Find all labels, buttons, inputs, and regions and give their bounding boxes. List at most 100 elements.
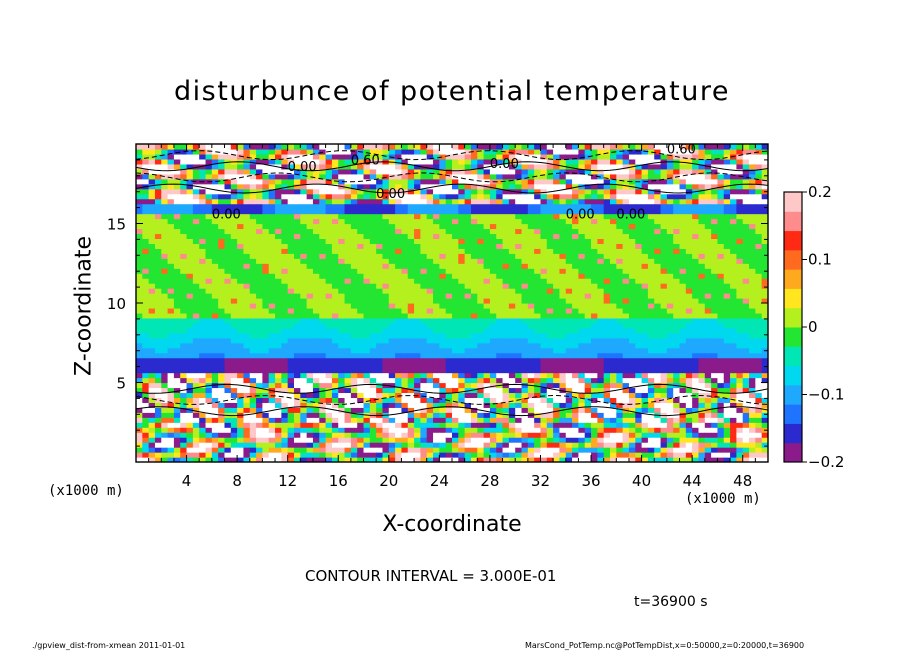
heatmap-cell (382, 332, 390, 339)
heatmap-cell (344, 283, 352, 289)
heatmap-cell (628, 457, 636, 462)
heatmap-cell (508, 228, 516, 235)
heatmap-cell (205, 198, 213, 205)
heatmap-cell (136, 402, 143, 408)
heatmap-cell (572, 327, 579, 334)
heatmap-cell (433, 173, 440, 180)
heatmap-cell (186, 347, 194, 354)
heatmap-cell (376, 347, 384, 354)
heatmap-cell (616, 253, 624, 259)
heatmap-cell (338, 228, 346, 235)
heatmap-cell (275, 362, 282, 369)
heatmap-cell (597, 213, 605, 220)
heatmap-cell (350, 357, 358, 364)
heatmap-cell (186, 208, 194, 215)
heatmap-cell (508, 407, 516, 413)
heatmap-cell (338, 283, 346, 289)
heatmap-cell (452, 307, 459, 314)
heatmap-cell (395, 432, 403, 438)
heatmap-cell (243, 253, 251, 259)
heatmap-cell (464, 372, 472, 379)
heatmap-cell (483, 347, 491, 354)
heatmap-cell (470, 268, 478, 274)
heatmap-cell (167, 327, 175, 334)
heatmap-cell (154, 188, 162, 195)
heatmap-cell (237, 144, 245, 150)
heatmap-cell (395, 233, 403, 240)
heatmap-cell (294, 183, 301, 190)
heatmap-cell (610, 258, 617, 264)
heatmap-cell (477, 387, 485, 394)
heatmap-cell (199, 432, 207, 438)
heatmap-cell (591, 268, 598, 274)
heatmap-cell (243, 447, 251, 453)
heatmap-cell (350, 158, 358, 165)
heatmap-cell (584, 273, 592, 279)
heatmap-cell (546, 362, 554, 369)
heatmap-cell (591, 293, 598, 299)
heatmap-cell (407, 402, 415, 408)
heatmap-cell (521, 148, 529, 155)
heatmap-cell (142, 303, 150, 309)
heatmap-cell (142, 223, 150, 230)
heatmap-cell (470, 357, 478, 364)
heatmap-cell (294, 163, 301, 170)
heatmap-cell (369, 218, 377, 225)
heatmap-cell (331, 148, 339, 155)
heatmap-cell (154, 298, 162, 304)
heatmap-cell (388, 312, 396, 319)
heatmap-cell (275, 298, 282, 304)
heatmap-cell (211, 352, 219, 359)
heatmap-cell (489, 322, 497, 329)
heatmap-cell (338, 382, 346, 389)
heatmap-cell (407, 168, 415, 175)
heatmap-cell (192, 322, 200, 329)
heatmap-cell (483, 327, 491, 334)
heatmap-cell (338, 392, 346, 399)
heatmap-cell (268, 352, 276, 359)
heatmap-cell (433, 437, 440, 443)
heatmap-cell (603, 437, 611, 443)
heatmap-cell (224, 337, 232, 344)
heatmap-cell (565, 263, 573, 269)
heatmap-cell (452, 387, 459, 394)
heatmap-cell (433, 357, 440, 364)
heatmap-cell (477, 312, 485, 319)
heatmap-cell (243, 278, 251, 284)
heatmap-cell (218, 307, 226, 314)
heatmap-cell (388, 268, 396, 274)
heatmap-cell (357, 263, 365, 269)
heatmap-cell (420, 432, 428, 438)
heatmap-cell (489, 293, 497, 299)
heatmap-cell (502, 407, 510, 413)
heatmap-cell (553, 278, 561, 284)
heatmap-cell (559, 144, 567, 150)
heatmap-cell (546, 243, 554, 249)
heatmap-cell (205, 347, 213, 354)
heatmap-cell (306, 278, 314, 284)
heatmap-cell (154, 357, 162, 364)
heatmap-cell (445, 243, 453, 249)
heatmap-cell (357, 213, 365, 220)
heatmap-cell (205, 307, 213, 314)
heatmap-cell (256, 322, 263, 329)
heatmap-cell (584, 198, 592, 205)
heatmap-cell (470, 362, 478, 369)
heatmap-cell (300, 258, 308, 264)
heatmap-cell (407, 243, 415, 249)
heatmap-cell (186, 213, 194, 220)
heatmap-cell (584, 278, 592, 284)
heatmap-cell (154, 168, 162, 175)
heatmap-cell (502, 327, 510, 334)
heatmap-cell (534, 327, 542, 334)
heatmap-cell (205, 163, 213, 170)
heatmap-cell (426, 188, 434, 195)
heatmap-cell (470, 312, 478, 319)
heatmap-cell (584, 332, 592, 339)
heatmap-cell (268, 427, 276, 433)
heatmap-cell (388, 367, 396, 374)
heatmap-cell (603, 342, 611, 349)
heatmap-cell (540, 317, 548, 324)
heatmap-cell (597, 228, 605, 235)
heatmap-cell (496, 173, 504, 180)
